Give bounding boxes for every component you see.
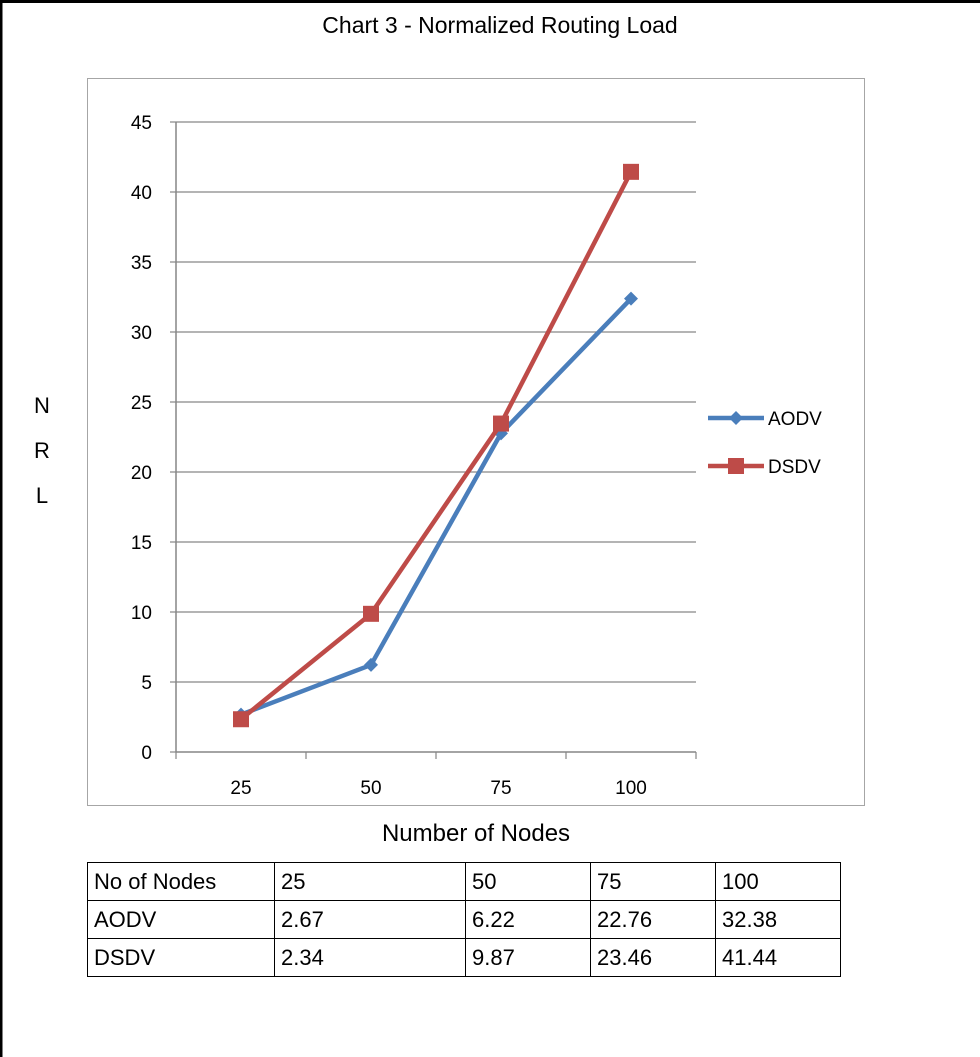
y-axis-label-letter: R — [34, 438, 50, 463]
data-point-dsdv — [493, 415, 509, 432]
legend-marker — [729, 411, 743, 425]
y-tick-label: 35 — [131, 253, 152, 274]
legend-label: AODV — [768, 409, 822, 430]
y-tick-label: 15 — [131, 533, 152, 554]
chart-title: Chart 3 - Normalized Routing Load — [322, 12, 678, 38]
x-tick-label: 100 — [615, 778, 647, 799]
x-tick-label: 75 — [490, 778, 511, 799]
data-point-aodv — [364, 657, 378, 672]
data-table: No of Nodes 25 50 75 100 AODV 2.67 6.22 … — [87, 862, 841, 977]
table-cell: 6.22 — [465, 900, 591, 939]
y-tick-label: 0 — [141, 743, 152, 764]
series-line-dsdv — [238, 169, 634, 722]
x-tick-label: 25 — [230, 778, 251, 799]
table-cell: 75 — [590, 862, 716, 901]
table-cell: 41.44 — [715, 938, 841, 977]
table-cell: 23.46 — [590, 938, 716, 977]
table-cell: No of Nodes — [87, 862, 275, 901]
x-axis-title: Number of Nodes — [381, 820, 571, 847]
x-tick-label: 50 — [360, 778, 381, 799]
y-axis-label-letter: N — [34, 393, 50, 418]
table-row: AODV 2.67 6.22 22.76 32.38 — [87, 900, 841, 939]
y-tick-label: 20 — [131, 463, 152, 484]
y-axis-label-letter: L — [35, 483, 49, 508]
y-tick-label: 10 — [131, 603, 152, 624]
data-point-aodv — [624, 291, 638, 306]
table-cell: 100 — [715, 862, 841, 901]
legend-marker — [728, 458, 744, 474]
table-cell: 50 — [465, 862, 591, 901]
table-cell: 9.87 — [465, 938, 591, 977]
y-tick-label: 45 — [131, 113, 152, 134]
y-tick-label: 30 — [131, 323, 152, 344]
data-point-dsdv — [623, 163, 639, 180]
y-tick-label: 25 — [131, 393, 152, 414]
y-tick-label: 5 — [141, 673, 152, 694]
table-cell: 32.38 — [715, 900, 841, 939]
table-cell: 25 — [274, 862, 466, 901]
legend-label: DSDV — [768, 457, 821, 478]
chart-area-border — [87, 78, 865, 806]
table-cell: DSDV — [87, 938, 275, 977]
data-point-dsdv — [233, 711, 249, 728]
data-point-dsdv — [363, 605, 379, 622]
table-cell: 2.67 — [274, 900, 466, 939]
table-row: DSDV 2.34 9.87 23.46 41.44 — [87, 938, 841, 977]
table-cell: AODV — [87, 900, 275, 939]
table-cell: 22.76 — [590, 900, 716, 939]
table-cell: 2.34 — [274, 938, 466, 977]
series-line-aodv — [238, 296, 634, 717]
y-tick-label: 40 — [131, 183, 152, 204]
table-header-row: No of Nodes 25 50 75 100 — [87, 862, 841, 901]
